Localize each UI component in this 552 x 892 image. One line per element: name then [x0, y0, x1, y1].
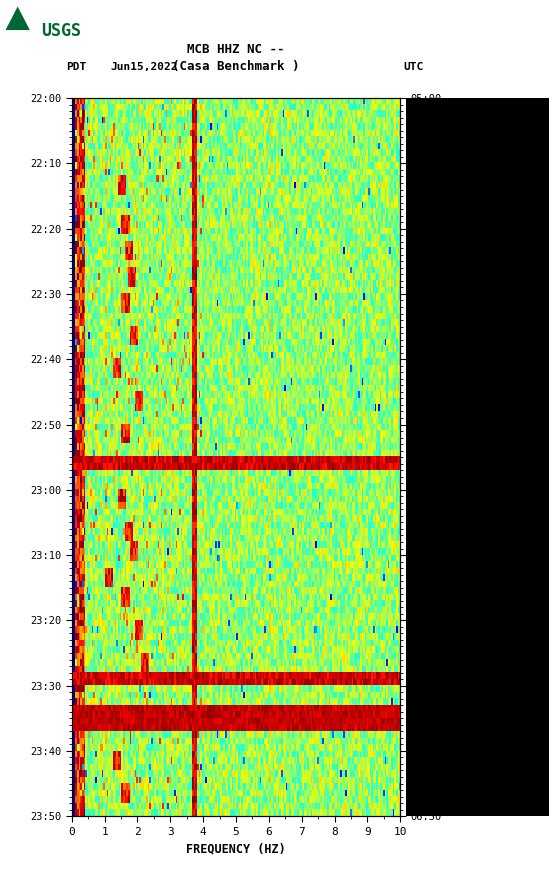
- Text: Jun15,2022: Jun15,2022: [110, 62, 178, 72]
- Text: USGS: USGS: [41, 22, 81, 40]
- Text: MCB HHZ NC --: MCB HHZ NC --: [187, 43, 285, 55]
- X-axis label: FREQUENCY (HZ): FREQUENCY (HZ): [186, 842, 286, 855]
- Text: UTC: UTC: [403, 62, 423, 72]
- Text: (Casa Benchmark ): (Casa Benchmark ): [172, 61, 300, 73]
- Polygon shape: [6, 6, 30, 30]
- Text: PDT: PDT: [66, 62, 87, 72]
